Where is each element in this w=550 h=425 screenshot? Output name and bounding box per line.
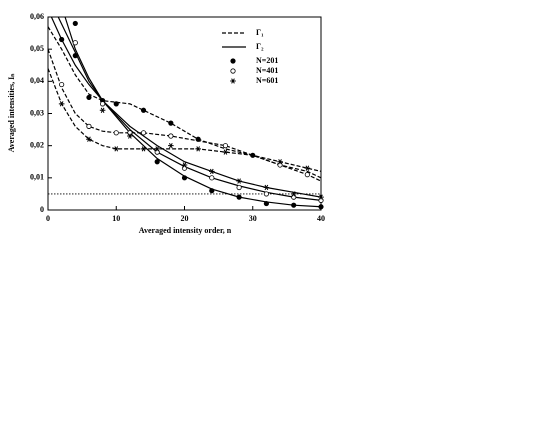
legend-marker bbox=[230, 78, 236, 84]
data-point bbox=[168, 120, 174, 126]
data-point bbox=[318, 204, 324, 210]
data-point bbox=[113, 101, 119, 107]
data-point bbox=[209, 175, 215, 181]
legend-label: N=201 bbox=[256, 56, 278, 65]
y-tick-label: 0,01 bbox=[30, 173, 44, 182]
legend-label: Γ₁ bbox=[256, 28, 264, 37]
data-point bbox=[154, 146, 160, 152]
data-point bbox=[195, 136, 201, 142]
legend-marker bbox=[230, 68, 236, 74]
data-point bbox=[263, 191, 269, 197]
y-tick-label: 0,05 bbox=[30, 44, 44, 53]
data-point bbox=[195, 146, 201, 152]
data-point bbox=[86, 94, 92, 101]
data-point bbox=[291, 202, 297, 208]
data-point bbox=[304, 172, 310, 178]
legend-marker bbox=[230, 58, 236, 64]
x-tick-label: 20 bbox=[181, 214, 189, 223]
data-point bbox=[100, 101, 106, 107]
data-point bbox=[140, 107, 147, 113]
y-tick-label: 0,02 bbox=[30, 140, 44, 149]
data-point bbox=[236, 178, 242, 184]
data-point bbox=[222, 149, 229, 155]
data-point bbox=[263, 184, 270, 191]
data-point bbox=[290, 191, 297, 197]
data-point bbox=[209, 188, 215, 194]
data-point bbox=[222, 143, 229, 149]
data-point bbox=[168, 142, 174, 149]
data-point bbox=[59, 81, 65, 88]
curve bbox=[57, 16, 322, 201]
data-point bbox=[113, 130, 119, 136]
data-point bbox=[181, 162, 188, 168]
data-point bbox=[99, 107, 106, 113]
data-point bbox=[318, 194, 324, 200]
data-point bbox=[140, 130, 147, 136]
x-tick-label: 10 bbox=[112, 214, 120, 223]
data-point bbox=[72, 20, 78, 27]
data-point bbox=[181, 175, 188, 181]
y-tick-label: 0,03 bbox=[30, 108, 44, 117]
y-tick-label: 0,04 bbox=[30, 76, 44, 85]
curve bbox=[47, 48, 322, 182]
data-point bbox=[209, 168, 215, 175]
data-point bbox=[263, 200, 269, 207]
x-tick-label: 0 bbox=[46, 214, 50, 223]
y-tick-label: 0 bbox=[40, 205, 44, 214]
data-point bbox=[236, 194, 242, 200]
legend-label: Γ₂ bbox=[256, 42, 264, 51]
curve bbox=[64, 16, 322, 208]
data-point bbox=[127, 133, 133, 139]
data-point bbox=[304, 165, 311, 171]
data-point bbox=[154, 159, 160, 165]
y-tick-label: 0,06 bbox=[30, 12, 44, 21]
legend-label: N=401 bbox=[256, 66, 278, 75]
data-point bbox=[113, 146, 120, 152]
data-point bbox=[59, 36, 65, 43]
plot-frame bbox=[47, 16, 322, 211]
data-point bbox=[236, 184, 242, 191]
data-point bbox=[72, 40, 78, 46]
data-point bbox=[168, 133, 174, 139]
data-point bbox=[86, 136, 92, 142]
x-tick-label: 30 bbox=[249, 214, 257, 223]
legend-label: N=601 bbox=[256, 76, 278, 85]
data-point bbox=[250, 152, 256, 158]
curve bbox=[47, 26, 322, 179]
data-point bbox=[72, 52, 78, 59]
data-point bbox=[277, 159, 283, 165]
x-axis-label: Averaged intensity order, n bbox=[139, 226, 232, 235]
x-tick-label: 40 bbox=[317, 214, 325, 223]
y-axis-label: Averaged intensities, Iₙ bbox=[7, 74, 16, 153]
data-point bbox=[86, 123, 92, 129]
data-point bbox=[140, 146, 147, 152]
data-point bbox=[58, 101, 65, 107]
